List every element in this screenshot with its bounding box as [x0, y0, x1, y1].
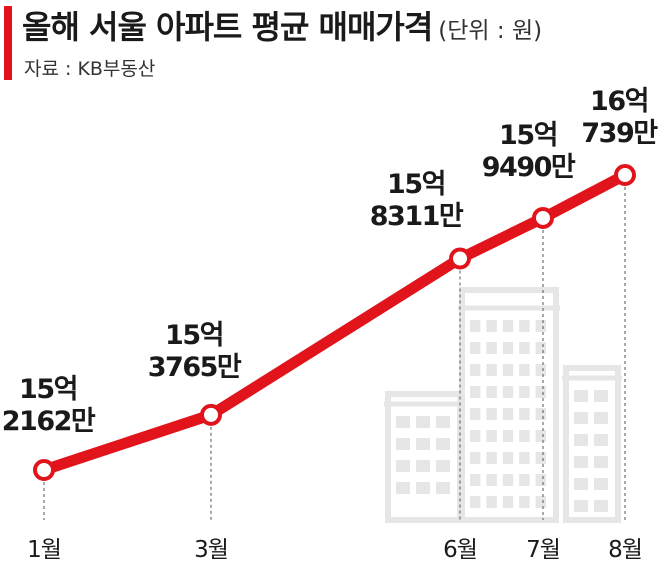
data-label: 16억 [590, 86, 648, 117]
building [458, 287, 560, 523]
chart-title: 올해 서울 아파트 평균 매매가격 (단위 : 원) [22, 2, 542, 48]
building [384, 391, 464, 523]
data-label: 8311만 [370, 201, 464, 232]
building [562, 365, 622, 523]
data-point [33, 459, 55, 481]
data-label: 15억 [165, 320, 223, 351]
data-point [200, 403, 222, 426]
data-label: 9490만 [482, 152, 576, 183]
source-label: 자료 : KB부동산 [24, 58, 156, 80]
unit-label: (단위 : 원) [438, 18, 543, 44]
data-label: 3765만 [148, 352, 242, 383]
data-label: 15억 [19, 374, 77, 405]
x-tick-label: 6월 [443, 537, 477, 563]
data-point [532, 206, 554, 229]
data-label: 15억 [499, 120, 557, 151]
title-accent-bar [4, 6, 12, 80]
building-illustration [384, 287, 622, 523]
data-label: 2162만 [2, 406, 96, 437]
data-point [614, 164, 636, 186]
x-tick-label: 7월 [526, 537, 560, 563]
chart-title-text: 올해 서울 아파트 평균 매매가격 [22, 8, 433, 46]
x-tick-label: 8월 [608, 537, 642, 563]
x-axis-ticks: 1월 3월 6월 7월 8월 [27, 537, 643, 563]
data-label: 739만 [581, 118, 658, 149]
x-tick-label: 3월 [194, 537, 228, 563]
x-tick-label: 1월 [27, 537, 61, 563]
data-label: 15억 [387, 169, 445, 200]
guide-lines [43, 187, 626, 520]
data-points [33, 164, 636, 481]
data-point [449, 247, 471, 270]
